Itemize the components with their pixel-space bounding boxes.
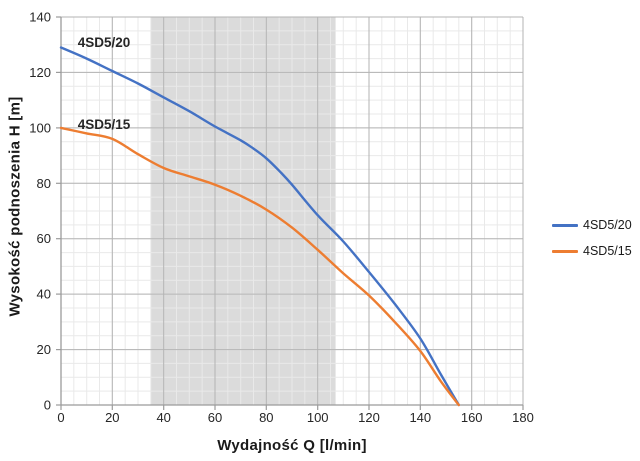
y-tick-label: 100 — [29, 120, 51, 135]
x-tick-label: 100 — [307, 410, 329, 425]
y-tick-label: 0 — [44, 398, 51, 413]
legend-line-icon — [552, 223, 578, 227]
x-tick-label: 140 — [409, 410, 431, 425]
series-line-0 — [59, 46, 460, 407]
x-tick-label: 60 — [208, 410, 222, 425]
legend: 4SD5/20 4SD5/15 — [552, 212, 632, 264]
y-tick-label: 60 — [37, 231, 51, 246]
x-tick-label: 80 — [259, 410, 273, 425]
x-tick-label: 20 — [105, 410, 119, 425]
x-tick-label: 40 — [156, 410, 170, 425]
legend-item: 4SD5/15 — [552, 238, 632, 264]
y-tick-label: 20 — [37, 342, 51, 357]
x-tick-label: 0 — [57, 410, 64, 425]
x-tick-label: 160 — [461, 410, 483, 425]
y-tick-label: 120 — [29, 65, 51, 80]
y-tick-label: 80 — [37, 176, 51, 191]
y-tick-label: 40 — [37, 287, 51, 302]
x-tick-label: 120 — [358, 410, 380, 425]
legend-line-icon — [552, 249, 578, 253]
x-axis-title: Wydajność Q [l/min] — [217, 437, 367, 454]
series-label: 4SD5/20 — [78, 35, 131, 50]
legend-label: 4SD5/15 — [583, 244, 632, 258]
legend-item: 4SD5/20 — [552, 212, 632, 238]
series-line-1 — [59, 126, 460, 407]
y-axis-title: Wysokość podnoszenia H [m] — [6, 96, 24, 317]
y-tick-label: 140 — [29, 10, 51, 25]
series-label: 4SD5/15 — [78, 117, 131, 132]
x-tick-label: 180 — [512, 410, 534, 425]
legend-label: 4SD5/20 — [583, 218, 632, 232]
